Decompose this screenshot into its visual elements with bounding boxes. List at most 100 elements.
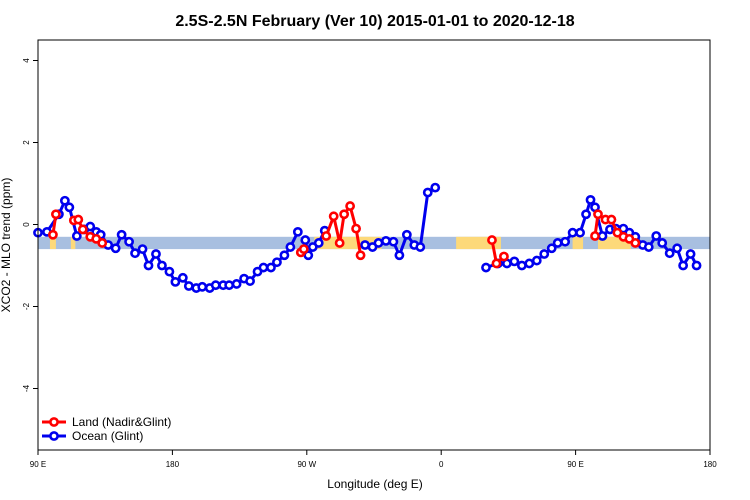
data-point <box>487 235 497 245</box>
data-point <box>73 214 84 225</box>
data-point <box>197 281 208 292</box>
data-point <box>328 211 339 222</box>
data-point <box>170 276 181 287</box>
data-point <box>272 257 282 268</box>
data-point <box>48 229 58 240</box>
data-point <box>567 227 578 238</box>
series-layer <box>33 182 702 293</box>
data-point <box>143 260 154 271</box>
series-ocean-glint <box>33 182 702 293</box>
data-point <box>59 195 70 206</box>
data-point <box>116 229 127 240</box>
data-point <box>157 260 167 271</box>
data-point <box>292 226 303 237</box>
data-point <box>643 242 654 252</box>
x-tick-label: 180 <box>166 460 180 469</box>
y-tick-label: -4 <box>22 384 31 392</box>
data-point <box>664 248 675 259</box>
data-point <box>691 260 702 271</box>
data-point <box>266 262 276 273</box>
data-point <box>531 255 542 266</box>
data-point <box>593 209 603 220</box>
data-point <box>339 209 350 220</box>
data-point <box>151 249 161 259</box>
data-point <box>430 182 441 193</box>
y-tick-label: 0 <box>22 222 31 227</box>
y-tick-label: -2 <box>22 302 31 310</box>
data-point <box>590 231 600 241</box>
legend-marker <box>49 431 59 441</box>
data-point <box>97 238 108 248</box>
legend-entry-land-nadir-glint: Land (Nadir&Glint) <box>42 415 171 429</box>
legend-label: Land (Nadir&Glint) <box>72 415 171 429</box>
legend-entry-ocean-glint: Ocean (Glint) <box>42 429 143 443</box>
data-point <box>258 262 269 273</box>
data-point <box>124 236 134 247</box>
data-point <box>552 238 563 248</box>
y-axis-label: XCO2 - MLO trend (ppm) <box>0 178 13 313</box>
data-point <box>388 236 399 247</box>
data-point <box>597 231 608 241</box>
y-tick-label: 2 <box>22 140 31 145</box>
data-point <box>491 258 502 269</box>
data-point <box>381 235 391 246</box>
plot-frame <box>37 39 711 451</box>
x-tick-label: 90 E <box>567 460 583 469</box>
data-point <box>110 243 121 254</box>
data-point <box>685 249 696 259</box>
x-tick-label: 0 <box>439 460 444 469</box>
legend: Land (Nadir&Glint)Ocean (Glint) <box>42 415 171 443</box>
data-point <box>422 187 433 198</box>
data-point <box>401 229 412 240</box>
data-point <box>321 231 332 241</box>
data-point <box>355 250 366 261</box>
x-axis-label: Longitude (deg E) <box>327 477 422 491</box>
data-point <box>183 281 194 291</box>
data-point <box>71 231 82 241</box>
x-tick-label: 90 W <box>297 460 316 469</box>
data-point <box>585 194 596 205</box>
x-tick-label: 180 <box>703 460 717 469</box>
data-point <box>546 243 557 254</box>
data-point <box>245 276 255 286</box>
data-point <box>373 238 384 248</box>
data-point <box>481 262 491 273</box>
data-point <box>77 224 88 235</box>
data-point <box>415 242 426 252</box>
data-point <box>651 231 662 241</box>
data-point <box>130 248 140 259</box>
band-land-segment <box>70 236 76 250</box>
data-point <box>177 272 188 283</box>
data-point <box>516 260 527 271</box>
data-point <box>210 280 221 291</box>
data-point <box>539 249 550 259</box>
data-point <box>509 256 520 267</box>
data-point <box>164 266 175 277</box>
data-point <box>224 280 235 291</box>
data-point <box>64 202 75 213</box>
data-point <box>298 244 309 254</box>
data-point <box>581 209 591 220</box>
data-point <box>499 251 509 262</box>
data-point <box>313 238 324 248</box>
data-point <box>279 250 290 261</box>
axes: 90 E 180 90 W 0 90 E 180 -4 -2 0 2 4 <box>22 39 717 469</box>
data-point <box>560 236 571 247</box>
data-point <box>300 235 311 245</box>
data-point <box>351 223 361 234</box>
band-land-segment <box>49 236 56 250</box>
data-point <box>606 214 617 225</box>
x-tick-label: 90 E <box>30 460 46 469</box>
data-point <box>394 250 405 261</box>
data-point <box>285 242 296 252</box>
legend-marker <box>49 417 59 427</box>
data-point <box>672 243 683 254</box>
data-point <box>678 260 689 271</box>
data-point <box>137 244 148 254</box>
band-land-segment <box>572 236 584 250</box>
data-point <box>657 238 668 248</box>
data-point <box>575 227 585 238</box>
data-point <box>51 209 61 220</box>
